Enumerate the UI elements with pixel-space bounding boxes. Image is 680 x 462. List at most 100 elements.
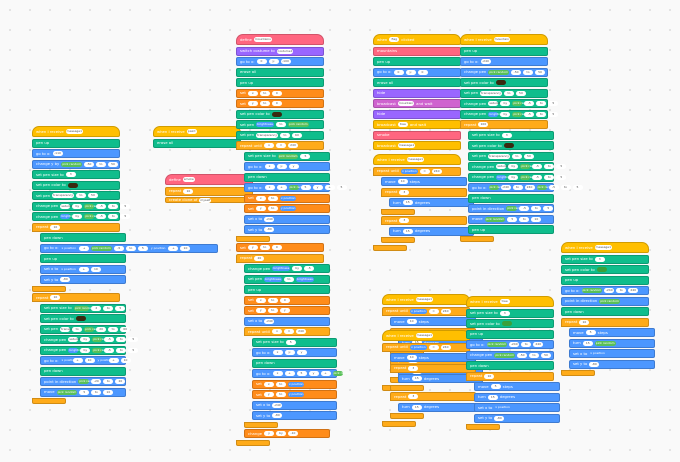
code-block[interactable]: repeat 10 xyxy=(32,293,120,302)
block-input[interactable]: pick random xyxy=(56,389,78,395)
block-input[interactable]: pick random xyxy=(512,101,533,106)
block-input[interactable]: brightness xyxy=(60,214,78,219)
block-input[interactable]: y: xyxy=(268,59,279,64)
code-block[interactable]: move 10 steps xyxy=(390,353,477,362)
code-block[interactable]: go to x: x + pick random 5 y +5 xyxy=(244,183,347,192)
code-block[interactable]: set pen color to xyxy=(468,141,555,150)
block-input[interactable]: 0 xyxy=(271,245,282,250)
block-input[interactable]: to xyxy=(275,381,286,387)
block-input[interactable]: by xyxy=(80,347,91,353)
block-input[interactable]: -80 xyxy=(589,361,600,367)
block-input[interactable]: to xyxy=(523,69,534,75)
block-input[interactable]: pick random xyxy=(594,340,616,346)
code-block[interactable] xyxy=(373,244,407,251)
block-input[interactable]: y xyxy=(263,431,274,436)
block-input[interactable]: x xyxy=(264,185,275,190)
block-input[interactable]: 10 xyxy=(406,319,417,324)
block-input[interactable]: 60 xyxy=(291,132,302,138)
block-input[interactable]: pick random xyxy=(332,371,353,376)
block-input[interactable]: 10 xyxy=(531,216,542,222)
block-input[interactable]: 10 xyxy=(397,179,408,184)
block-input[interactable]: 3 xyxy=(399,218,410,223)
code-block[interactable]: set x to -240 xyxy=(244,214,331,224)
block-input[interactable]: to xyxy=(279,132,290,138)
block-input[interactable]: 10 xyxy=(50,295,61,300)
block-input[interactable]: saturation xyxy=(68,337,85,342)
code-block[interactable]: repeat 10 xyxy=(466,371,554,381)
block-input[interactable]: to xyxy=(276,122,286,127)
block-input[interactable]: paint xyxy=(186,129,197,134)
block-input[interactable]: 50 xyxy=(515,90,526,96)
block-input[interactable]: pick random xyxy=(288,122,309,127)
code-block[interactable]: pen down xyxy=(40,366,127,376)
block-input[interactable]: to xyxy=(536,101,547,106)
block-input[interactable]: to xyxy=(519,216,530,222)
block-input[interactable]: pick random xyxy=(73,305,94,311)
block-input[interactable]: saturation xyxy=(496,164,513,169)
block-input[interactable]: x position xyxy=(410,308,427,314)
block-input[interactable]: -240 xyxy=(264,318,275,324)
code-block[interactable]: move pick random 5 to 10 xyxy=(468,214,555,224)
block-input[interactable]: to xyxy=(108,214,119,219)
code-block[interactable]: pen up xyxy=(32,138,120,148)
block-input[interactable]: 10 xyxy=(84,358,95,363)
color-swatch[interactable] xyxy=(503,143,514,148)
code-block[interactable]: go to x: 0 y: -100 xyxy=(236,57,324,66)
block-input[interactable]: 240 xyxy=(296,329,306,334)
block-input[interactable]: y xyxy=(247,245,258,250)
code-block[interactable]: pen up xyxy=(460,46,548,56)
block-input[interactable]: pick random xyxy=(520,174,541,180)
block-input[interactable]: y xyxy=(255,206,266,211)
block-input[interactable]: brightness xyxy=(256,122,274,127)
block-input[interactable]: brightness xyxy=(488,111,506,117)
block-input[interactable]: 3 xyxy=(499,310,510,316)
block-input[interactable]: -5 xyxy=(96,214,107,219)
block-input[interactable]: brightness xyxy=(272,266,291,271)
block-input[interactable]: to xyxy=(103,379,114,384)
block-input[interactable]: by xyxy=(72,214,83,219)
block-input[interactable]: = xyxy=(284,329,294,334)
block-input[interactable]: 5 xyxy=(79,389,90,395)
code-block[interactable] xyxy=(381,208,415,215)
block-input[interactable]: 10 xyxy=(484,373,495,379)
block-input[interactable]: message1 xyxy=(65,129,84,134)
block-input[interactable]: to xyxy=(267,195,278,201)
code-block[interactable]: pen down xyxy=(244,172,331,182)
code-block[interactable]: hide xyxy=(373,109,461,119)
block-input[interactable]: y xyxy=(255,308,266,313)
code-block[interactable]: change pen brightness by pick random -5 to 5 xyxy=(40,345,139,355)
block-input[interactable]: pick random xyxy=(288,185,309,190)
block-input[interactable]: 15 xyxy=(402,228,413,234)
code-block[interactable]: set pen transparency to 60 xyxy=(236,130,324,140)
block-input[interactable]: -5 xyxy=(304,266,315,271)
block-input[interactable]: = xyxy=(428,344,439,350)
block-input[interactable]: 3 xyxy=(65,172,76,177)
code-block[interactable] xyxy=(460,235,494,242)
block-input[interactable]: x xyxy=(272,350,283,355)
block-input[interactable]: y position xyxy=(279,206,297,211)
block-input[interactable]: y: xyxy=(284,350,295,355)
block-input[interactable]: 240 xyxy=(524,185,535,190)
block-input[interactable]: = xyxy=(276,143,286,148)
block-input[interactable]: 3 xyxy=(594,256,605,262)
block-input[interactable]: -10 xyxy=(287,431,298,436)
block-input[interactable]: = xyxy=(419,168,430,174)
block-input[interactable]: x xyxy=(272,329,282,334)
code-block[interactable]: when I receive message1 xyxy=(32,126,120,137)
block-input[interactable]: y xyxy=(263,392,274,397)
block-input[interactable]: 3 xyxy=(399,189,410,195)
block-input[interactable]: -5 xyxy=(532,174,543,180)
block-input[interactable]: + xyxy=(168,245,179,251)
code-block[interactable]: change pen saturation by pick random -5 to 5 xyxy=(460,99,559,108)
code-block[interactable]: erase all xyxy=(373,78,461,87)
block-input[interactable]: pick random xyxy=(484,216,506,222)
code-block[interactable]: set x to x position xyxy=(252,379,337,389)
code-block[interactable]: pen up xyxy=(468,225,555,234)
block-input[interactable]: pick random xyxy=(486,342,508,347)
code-block[interactable]: broadcast message1 xyxy=(373,141,461,150)
block-input[interactable]: to xyxy=(259,245,270,250)
block-input[interactable]: -240 xyxy=(264,216,275,222)
block-input[interactable]: -240 xyxy=(604,288,615,293)
block-input[interactable]: transparency xyxy=(52,193,74,198)
block-input[interactable]: x position xyxy=(279,195,297,201)
